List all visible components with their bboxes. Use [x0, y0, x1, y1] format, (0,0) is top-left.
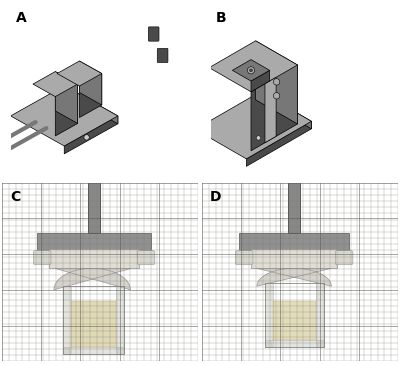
Circle shape [256, 136, 260, 140]
Bar [49, 249, 139, 268]
Polygon shape [10, 86, 118, 146]
Polygon shape [64, 116, 118, 154]
Bar [265, 340, 324, 347]
Polygon shape [64, 86, 118, 124]
FancyBboxPatch shape [235, 250, 253, 265]
Polygon shape [251, 65, 298, 151]
FancyBboxPatch shape [157, 48, 168, 63]
Bar [272, 300, 316, 340]
Polygon shape [55, 72, 78, 123]
Text: A: A [16, 11, 27, 25]
Bar [116, 286, 124, 354]
Bar [70, 300, 116, 347]
Polygon shape [246, 121, 312, 166]
FancyBboxPatch shape [148, 27, 159, 41]
Circle shape [273, 93, 280, 99]
Bar [265, 283, 272, 347]
Polygon shape [232, 59, 270, 81]
Polygon shape [195, 92, 312, 159]
Bar [251, 249, 337, 268]
Bar [265, 283, 324, 347]
Text: C: C [10, 190, 20, 204]
Bar [37, 233, 151, 250]
Polygon shape [33, 72, 78, 97]
Polygon shape [57, 61, 102, 86]
Polygon shape [265, 77, 276, 143]
Bar [63, 347, 124, 354]
Polygon shape [251, 70, 270, 92]
Bar [63, 286, 70, 354]
Bar [63, 286, 124, 354]
Polygon shape [80, 61, 102, 105]
Polygon shape [55, 84, 78, 136]
Bar [316, 283, 324, 347]
Bar [239, 233, 349, 250]
Circle shape [250, 69, 252, 72]
Text: B: B [216, 11, 226, 25]
Bar [288, 179, 300, 233]
Polygon shape [54, 268, 131, 290]
FancyBboxPatch shape [137, 250, 155, 265]
Bar [88, 179, 100, 233]
Polygon shape [260, 92, 312, 129]
Circle shape [84, 135, 89, 140]
Polygon shape [80, 73, 102, 118]
FancyBboxPatch shape [33, 250, 51, 265]
Text: D: D [210, 190, 221, 204]
Circle shape [273, 78, 280, 85]
Polygon shape [257, 268, 331, 286]
Polygon shape [209, 41, 298, 92]
Circle shape [4, 149, 8, 153]
Polygon shape [256, 41, 298, 124]
Circle shape [248, 67, 254, 74]
FancyBboxPatch shape [335, 250, 353, 265]
